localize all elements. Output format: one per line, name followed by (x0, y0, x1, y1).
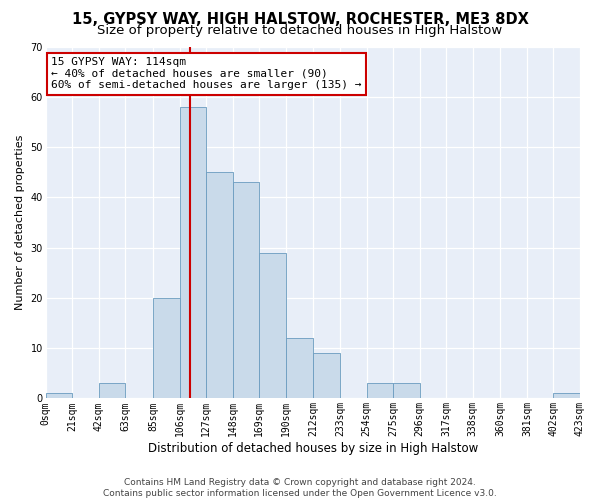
Y-axis label: Number of detached properties: Number of detached properties (15, 135, 25, 310)
Text: Contains HM Land Registry data © Crown copyright and database right 2024.
Contai: Contains HM Land Registry data © Crown c… (103, 478, 497, 498)
Bar (393, 384, 419, 398)
Bar (46, 394, 72, 398)
Bar (367, 384, 393, 398)
Bar (153, 298, 179, 398)
Text: 15 GYPSY WAY: 114sqm
← 40% of detached houses are smaller (90)
60% of semi-detac: 15 GYPSY WAY: 114sqm ← 40% of detached h… (51, 57, 362, 90)
Text: Size of property relative to detached houses in High Halstow: Size of property relative to detached ho… (97, 24, 503, 37)
Bar (206, 172, 233, 398)
Bar (259, 252, 286, 398)
Bar (286, 338, 313, 398)
Bar (99, 384, 125, 398)
Bar (179, 107, 206, 399)
Bar (313, 353, 340, 399)
Text: 15, GYPSY WAY, HIGH HALSTOW, ROCHESTER, ME3 8DX: 15, GYPSY WAY, HIGH HALSTOW, ROCHESTER, … (71, 12, 529, 28)
Bar (553, 394, 580, 398)
Bar (233, 182, 259, 398)
X-axis label: Distribution of detached houses by size in High Halstow: Distribution of detached houses by size … (148, 442, 478, 455)
